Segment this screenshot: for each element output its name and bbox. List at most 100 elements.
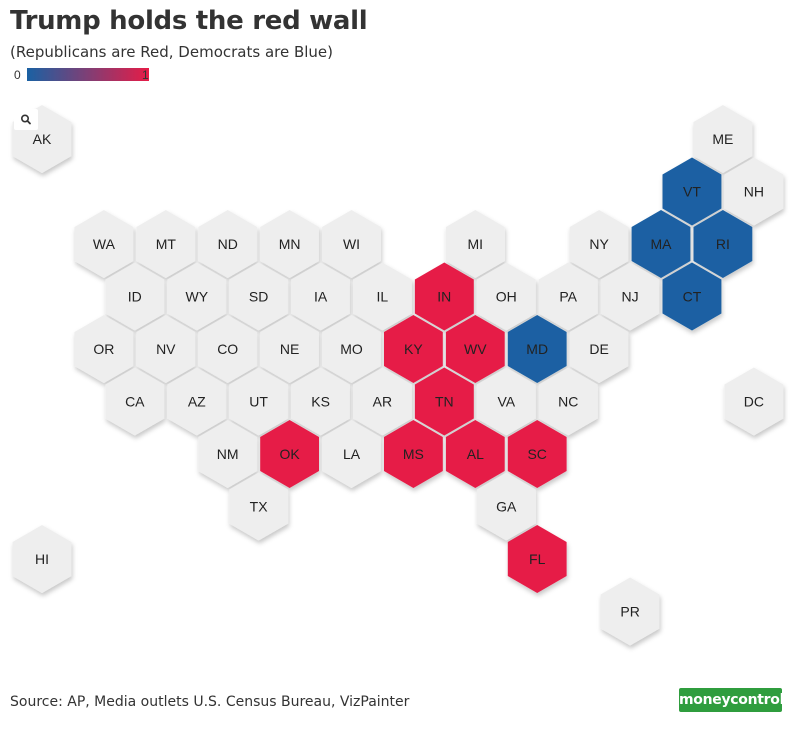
state-tile-mt[interactable]: MT	[136, 210, 196, 278]
state-hex[interactable]	[384, 315, 443, 383]
state-tile-pa[interactable]: PA	[538, 262, 598, 331]
state-hex[interactable]	[538, 262, 598, 331]
state-tile-sd[interactable]: SD	[229, 262, 289, 331]
state-tile-az[interactable]: AZ	[167, 367, 227, 436]
state-tile-ms[interactable]: MS	[384, 420, 443, 488]
state-tile-ma[interactable]: MA	[631, 210, 691, 278]
state-hex[interactable]	[136, 210, 196, 278]
state-tile-nj[interactable]: NJ	[600, 262, 660, 331]
state-hex[interactable]	[74, 210, 134, 278]
state-tile-ca[interactable]: CA	[105, 367, 165, 436]
state-tile-wy[interactable]: WY	[167, 262, 227, 331]
state-tile-nc[interactable]: NC	[538, 367, 598, 436]
state-tile-mo[interactable]: MO	[322, 315, 381, 383]
state-hex[interactable]	[260, 420, 319, 488]
state-tile-de[interactable]: DE	[569, 315, 629, 383]
state-hex[interactable]	[198, 315, 258, 383]
state-hex[interactable]	[414, 367, 474, 436]
state-tile-mn[interactable]: MN	[260, 210, 319, 278]
state-hex[interactable]	[229, 262, 289, 331]
state-hex[interactable]	[507, 525, 567, 593]
state-tile-md[interactable]: MD	[507, 315, 567, 383]
state-tile-sc[interactable]: SC	[507, 420, 567, 488]
state-hex[interactable]	[693, 105, 753, 173]
state-tile-ga[interactable]: GA	[476, 472, 536, 541]
state-tile-ne[interactable]: NE	[260, 315, 319, 383]
state-hex[interactable]	[322, 210, 381, 278]
state-tile-ok[interactable]: OK	[260, 420, 319, 488]
state-tile-fl[interactable]: FL	[507, 525, 567, 593]
state-tile-al[interactable]: AL	[445, 420, 505, 488]
state-hex[interactable]	[538, 367, 598, 436]
state-hex[interactable]	[229, 472, 289, 541]
state-hex[interactable]	[198, 210, 258, 278]
state-hex[interactable]	[198, 420, 258, 488]
state-hex[interactable]	[476, 262, 536, 331]
state-hex[interactable]	[507, 315, 567, 383]
state-hex[interactable]	[260, 210, 319, 278]
state-hex[interactable]	[724, 157, 784, 226]
state-hex[interactable]	[662, 262, 722, 331]
state-hex[interactable]	[136, 315, 196, 383]
state-hex[interactable]	[693, 210, 753, 278]
state-tile-dc[interactable]: DC	[724, 367, 784, 436]
state-hex[interactable]	[322, 420, 381, 488]
state-hex[interactable]	[291, 262, 350, 331]
state-hex[interactable]	[445, 210, 505, 278]
state-tile-wa[interactable]: WA	[74, 210, 134, 278]
state-tile-nh[interactable]: NH	[724, 157, 784, 226]
state-tile-ky[interactable]: KY	[384, 315, 443, 383]
state-tile-nm[interactable]: NM	[198, 420, 258, 488]
state-tile-in[interactable]: IN	[414, 262, 474, 331]
state-hex[interactable]	[12, 525, 72, 593]
state-hex[interactable]	[167, 262, 227, 331]
state-hex[interactable]	[414, 262, 474, 331]
state-tile-me[interactable]: ME	[693, 105, 753, 173]
state-hex[interactable]	[445, 420, 505, 488]
state-hex[interactable]	[291, 367, 350, 436]
state-tile-il[interactable]: IL	[353, 262, 412, 331]
state-tile-wi[interactable]: WI	[322, 210, 381, 278]
state-hex[interactable]	[569, 210, 629, 278]
state-tile-nd[interactable]: ND	[198, 210, 258, 278]
state-hex[interactable]	[229, 367, 289, 436]
state-tile-tn[interactable]: TN	[414, 367, 474, 436]
state-hex[interactable]	[260, 315, 319, 383]
state-hex[interactable]	[445, 315, 505, 383]
moneycontrol-logo[interactable]: moneycontrol	[679, 688, 784, 712]
state-tile-ut[interactable]: UT	[229, 367, 289, 436]
state-tile-id[interactable]: ID	[105, 262, 165, 331]
state-tile-vt[interactable]: VT	[662, 157, 722, 226]
state-hex[interactable]	[476, 367, 536, 436]
state-tile-ri[interactable]: RI	[693, 210, 753, 278]
state-hex[interactable]	[600, 262, 660, 331]
state-tile-tx[interactable]: TX	[229, 472, 289, 541]
state-hex[interactable]	[631, 210, 691, 278]
state-tile-mi[interactable]: MI	[445, 210, 505, 278]
state-tile-va[interactable]: VA	[476, 367, 536, 436]
state-hex[interactable]	[600, 577, 660, 646]
state-hex[interactable]	[507, 420, 567, 488]
search-button[interactable]	[14, 109, 38, 130]
state-hex[interactable]	[353, 367, 412, 436]
state-tile-wv[interactable]: WV	[445, 315, 505, 383]
state-hex[interactable]	[167, 367, 227, 436]
state-tile-ar[interactable]: AR	[353, 367, 412, 436]
state-hex[interactable]	[384, 420, 443, 488]
state-hex[interactable]	[724, 367, 784, 436]
state-hex[interactable]	[353, 262, 412, 331]
state-tile-ny[interactable]: NY	[569, 210, 629, 278]
state-tile-nv[interactable]: NV	[136, 315, 196, 383]
state-tile-la[interactable]: LA	[322, 420, 381, 488]
state-hex[interactable]	[105, 262, 165, 331]
state-tile-hi[interactable]: HI	[12, 525, 72, 593]
state-hex[interactable]	[662, 157, 722, 226]
state-tile-ct[interactable]: CT	[662, 262, 722, 331]
state-hex[interactable]	[105, 367, 165, 436]
state-tile-co[interactable]: CO	[198, 315, 258, 383]
state-hex[interactable]	[74, 315, 134, 383]
state-tile-ks[interactable]: KS	[291, 367, 350, 436]
state-tile-or[interactable]: OR	[74, 315, 134, 383]
state-tile-ia[interactable]: IA	[291, 262, 350, 331]
state-tile-pr[interactable]: PR	[600, 577, 660, 646]
